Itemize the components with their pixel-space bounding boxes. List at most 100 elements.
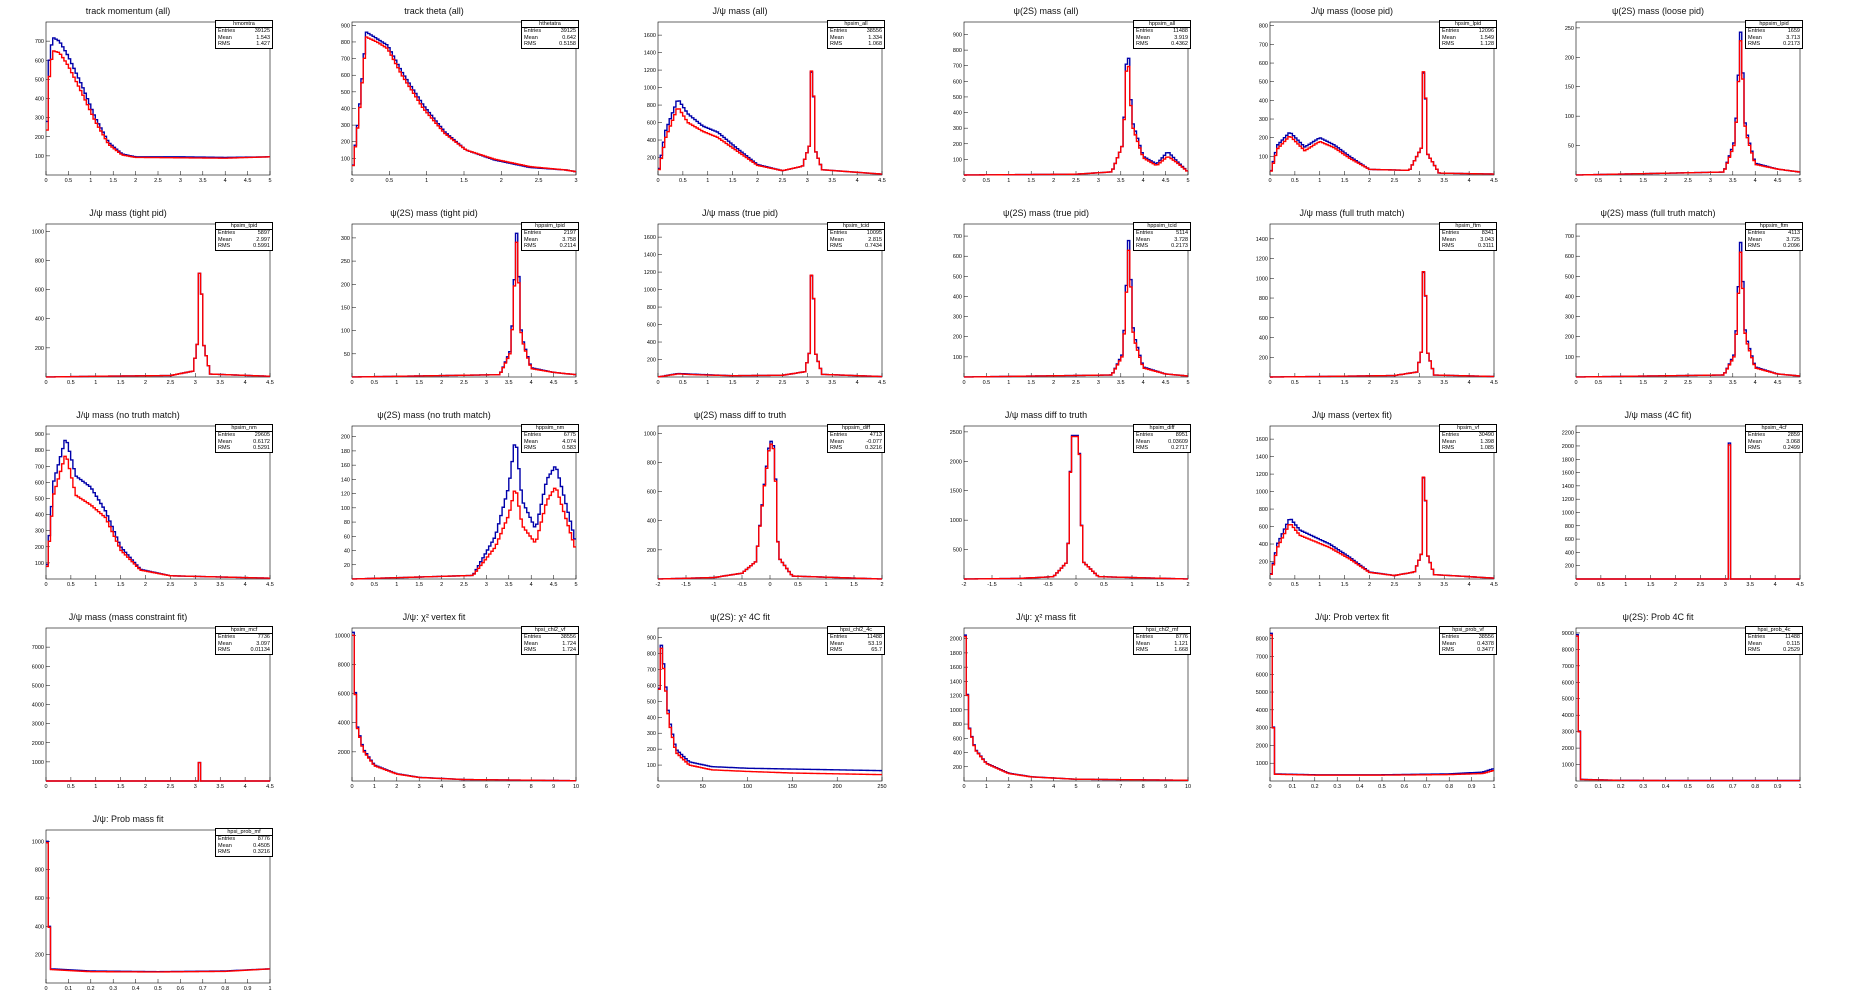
y-tick-label: 10000: [335, 633, 350, 639]
stats-label-rms: RMS: [524, 243, 537, 250]
stats-value-rms: 0.2173: [1171, 243, 1188, 250]
histogram-plot: 0 0.5 1 1.5 2 2.5 3 3.5 4 4.5 5 20 40 60 80 100 120 140 16…: [341, 425, 578, 588]
x-tick-label: 5: [462, 784, 465, 790]
stats-label-entries: Entries: [830, 230, 848, 237]
histogram-series-data: [964, 239, 1188, 378]
stats-label-rms: RMS: [830, 41, 843, 48]
y-tick-label: 800: [341, 40, 350, 46]
x-tick-label: 2: [1007, 784, 1010, 790]
x-tick-label: 0: [44, 380, 47, 386]
x-tick-label: 4: [1468, 178, 1471, 184]
y-tick-label: 400: [341, 106, 350, 112]
x-tick-label: 2: [440, 380, 443, 386]
histogram-pad-psi2s_mass_true_pid: ψ(2S) mass (true pid) 0 0.5 1 1.5 2 2.5 3 3.5 4 4.…: [926, 202, 1232, 392]
histogram-series-data: [46, 37, 270, 159]
x-tick-label: 4: [530, 582, 533, 588]
y-tick-label: 400: [1565, 294, 1574, 300]
stats-box: hpsim_all Entries 38556 Mean 1.334 RMS 1.068: [827, 20, 885, 49]
stats-label-rms: RMS: [218, 849, 231, 856]
stats-value-rms: 1.085: [1480, 445, 1494, 452]
y-tick-label: 900: [647, 636, 656, 642]
x-tick-label: 5: [1186, 380, 1189, 386]
x-tick-label: 0.9: [244, 986, 252, 992]
stats-histogram-name: hpsi_chi2_4c: [828, 627, 884, 635]
histogram-series-mc: [46, 272, 270, 378]
stats-label-entries: Entries: [524, 28, 542, 35]
stats-label-rms: RMS: [1136, 243, 1149, 250]
x-tick-label: 2: [1368, 582, 1371, 588]
stats-value-entries: 2197: [563, 230, 576, 237]
x-tick-label: 4.5: [878, 380, 886, 386]
y-tick-label: 20: [344, 563, 350, 569]
y-tick-label: 800: [1259, 296, 1268, 302]
y-tick-label: 800: [647, 305, 656, 311]
histogram-series-mc: [352, 241, 576, 378]
stats-value-rms: 1.128: [1480, 41, 1494, 48]
stats-value-rms: 1.068: [868, 41, 882, 48]
stats-label-rms: RMS: [524, 41, 537, 48]
stats-box: hpsi_chi2_4c Entries 11488 Mean 53.19 RMS 65.7: [827, 626, 885, 655]
x-tick-label: 0.4: [1662, 784, 1670, 790]
stats-label-entries: Entries: [830, 432, 848, 439]
x-tick-label: 0.3: [109, 986, 117, 992]
x-tick-label: 1.5: [729, 380, 737, 386]
stats-label-entries: Entries: [524, 634, 542, 641]
x-tick-label: 2: [1368, 380, 1371, 386]
y-tick-label: 1600: [950, 665, 962, 671]
x-tick-label: 2: [756, 178, 759, 184]
stats-box: hpsi_prob_4c Entries 11488 Mean 0.115 RMS 0.25…: [1745, 626, 1803, 655]
x-tick-label: 0.5: [1595, 380, 1603, 386]
stats-value-entries: 10095: [866, 230, 882, 237]
stats-label-rms: RMS: [1748, 243, 1761, 250]
y-tick-label: 1000: [32, 839, 44, 845]
x-tick-label: 0.2: [1617, 784, 1625, 790]
stats-label-mean: Mean: [218, 34, 232, 41]
y-tick-label: 2000: [32, 741, 44, 747]
x-tick-label: 1: [395, 380, 398, 386]
y-tick-label: 1400: [644, 51, 656, 57]
histogram-series-data: [1270, 72, 1494, 175]
stats-label-entries: Entries: [830, 634, 848, 641]
y-tick-label: 600: [953, 79, 962, 85]
stats-histogram-name: hpsim_lpid: [1440, 21, 1496, 29]
y-tick-label: 1500: [950, 489, 962, 495]
y-tick-label: 3000: [1256, 726, 1268, 732]
histogram-plot: 0 0.5 1 1.5 2 2.5 3 3.5 4 4.5 200 400 600 800 1000 1200…: [644, 21, 886, 184]
y-tick-label: 60: [344, 534, 350, 540]
x-tick-label: 2.5: [535, 178, 543, 184]
y-tick-label: 800: [647, 652, 656, 658]
y-tick-label: 100: [1565, 355, 1574, 361]
y-tick-label: 800: [1259, 507, 1268, 513]
stats-histogram-name: hppsim_ftm: [1746, 223, 1802, 231]
y-tick-label: 1600: [644, 33, 656, 39]
stats-label-entries: Entries: [218, 230, 236, 237]
histogram-plot: 0 0.1 0.2 0.3 0.4 0.5 0.6 0.7 0.8 0.9 1 1000 2000 300…: [1256, 627, 1496, 790]
stats-label-rms: RMS: [1442, 243, 1455, 250]
x-tick-label: 2: [144, 582, 147, 588]
x-tick-label: 2: [1186, 582, 1189, 588]
x-tick-label: 3: [1418, 178, 1421, 184]
x-tick-label: 0.5: [65, 178, 73, 184]
y-tick-label: 1200: [644, 270, 656, 276]
x-tick-label: 4.5: [550, 380, 558, 386]
y-tick-label: 2200: [1562, 431, 1574, 437]
y-tick-label: 500: [1259, 80, 1268, 86]
x-tick-label: 0: [350, 380, 353, 386]
stats-value-entries: 38556: [866, 28, 882, 35]
histogram-series-mc: [1270, 634, 1494, 776]
y-tick-label: 400: [35, 513, 44, 519]
y-tick-label: 400: [1565, 550, 1574, 556]
stats-value-entries: 8951: [1175, 432, 1188, 439]
x-tick-label: 0: [44, 986, 47, 992]
stats-value-mean: 1.398: [1480, 438, 1494, 445]
stats-value-rms: 0.2173: [1783, 41, 1800, 48]
stats-histogram-name: hppsim_tpid: [522, 223, 578, 231]
x-tick-label: 5: [268, 178, 271, 184]
histogram-series-data: [352, 232, 576, 378]
stats-box: hpsim_lpid Entries 12096 Mean 1.549 RMS 1.128: [1439, 20, 1497, 49]
x-tick-label: 0.5: [371, 582, 379, 588]
x-tick-label: 1.5: [117, 784, 125, 790]
stats-value-rms: 0.4362: [1171, 41, 1188, 48]
x-tick-label: 1: [824, 582, 827, 588]
histogram-pad-jpsi_mass_vertex_fit: J/ψ mass (vertex fit) 0 0.5 1 1.5 2 2.5 3 3.5 4 4.…: [1232, 404, 1538, 594]
